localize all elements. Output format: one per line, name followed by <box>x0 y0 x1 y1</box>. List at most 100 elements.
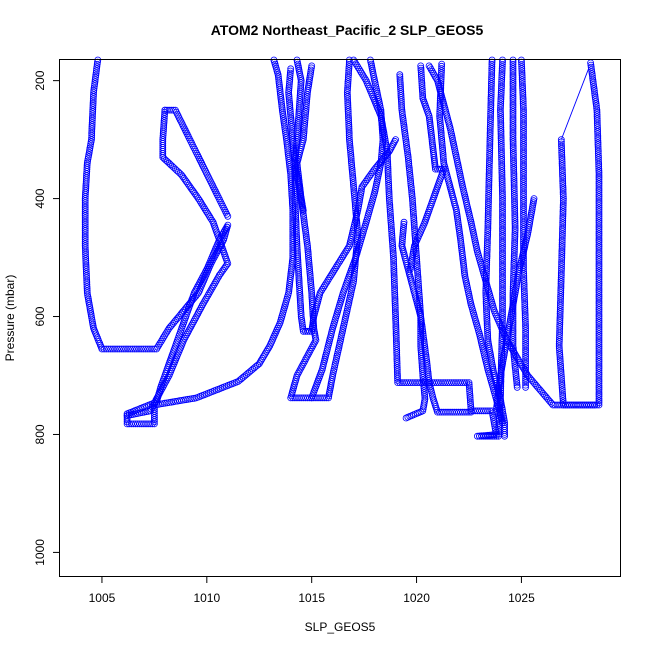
data-point <box>81 242 89 250</box>
data-point <box>156 339 164 347</box>
data-point <box>455 225 463 233</box>
data-point <box>488 63 496 70</box>
data-point <box>91 80 99 88</box>
data-point <box>420 380 428 388</box>
data-point <box>305 257 313 265</box>
data-point <box>500 412 507 420</box>
data-point <box>390 275 398 283</box>
data-point <box>485 166 493 174</box>
data-point <box>521 303 529 310</box>
data-point <box>499 291 506 299</box>
data-point <box>90 93 97 101</box>
data-point <box>307 280 315 288</box>
data-point <box>300 212 307 220</box>
data-point <box>520 169 527 177</box>
data-point <box>499 299 506 307</box>
data-point <box>223 223 231 231</box>
data-point <box>345 63 353 70</box>
data-point <box>497 100 505 107</box>
data-point <box>285 95 293 103</box>
data-point <box>353 236 361 244</box>
data-point <box>83 270 90 278</box>
data-point <box>487 108 495 115</box>
data-point <box>509 116 517 124</box>
data-point <box>392 317 400 325</box>
data-point <box>466 398 474 406</box>
data-point <box>388 225 395 233</box>
data-point <box>408 186 415 194</box>
data-point <box>392 310 399 318</box>
data-point <box>437 84 445 92</box>
data-point <box>484 328 491 335</box>
data-point <box>509 344 517 352</box>
data-point <box>410 214 418 222</box>
data-point <box>307 285 315 293</box>
data-point <box>392 332 400 340</box>
data-point <box>509 84 517 92</box>
data-point <box>86 144 94 152</box>
data-point <box>88 131 96 139</box>
data-point <box>384 165 392 173</box>
data-point <box>521 311 529 319</box>
data-point <box>292 218 300 226</box>
data-point <box>520 283 528 291</box>
data-point <box>298 321 306 329</box>
data-point <box>304 246 312 254</box>
data-point <box>414 273 422 281</box>
data-point <box>384 162 392 170</box>
data-point <box>461 271 469 279</box>
data-point <box>393 364 401 372</box>
data-point <box>385 184 393 192</box>
data-point <box>81 197 89 205</box>
data-point <box>390 280 398 288</box>
data-point <box>308 394 316 402</box>
x-axis-label: SLP_GEOS5 <box>305 620 376 634</box>
data-point <box>488 60 496 68</box>
data-point <box>518 61 525 68</box>
data-point <box>303 99 310 107</box>
data-point <box>485 198 492 206</box>
data-point <box>298 315 305 323</box>
data-point <box>81 227 89 235</box>
data-point <box>437 82 445 90</box>
data-point <box>82 263 90 271</box>
data-point <box>351 202 359 210</box>
data-point <box>295 113 303 120</box>
data-point <box>353 245 360 253</box>
data-point <box>383 152 391 160</box>
data-point <box>499 289 506 296</box>
data-point <box>414 278 422 286</box>
data-point <box>518 69 526 77</box>
data-point <box>436 119 444 126</box>
data-point <box>499 208 506 216</box>
data-point <box>287 119 295 126</box>
data-point <box>406 265 414 273</box>
data-point <box>499 271 506 279</box>
data-point <box>485 194 493 202</box>
data-point <box>345 71 352 79</box>
data-point <box>522 355 529 363</box>
data-point <box>497 93 505 101</box>
data-point <box>511 357 518 365</box>
data-point <box>499 308 506 316</box>
data-point <box>499 275 506 283</box>
data-point <box>488 67 496 75</box>
data-point <box>509 60 517 68</box>
data-point <box>303 238 311 245</box>
data-point <box>509 121 517 128</box>
data-point <box>146 420 154 428</box>
data-point <box>485 187 493 195</box>
data-point <box>405 162 413 170</box>
data-point <box>159 334 167 342</box>
x-tick-label: 1005 <box>89 591 116 605</box>
data-point <box>368 169 376 177</box>
data-point <box>204 292 212 299</box>
data-point <box>498 71 506 79</box>
data-point <box>522 322 529 330</box>
data-point <box>419 90 427 98</box>
data-point <box>488 71 496 79</box>
data-point <box>510 174 518 182</box>
data-point <box>499 195 506 203</box>
data-point <box>344 78 352 85</box>
data-point <box>280 119 288 127</box>
